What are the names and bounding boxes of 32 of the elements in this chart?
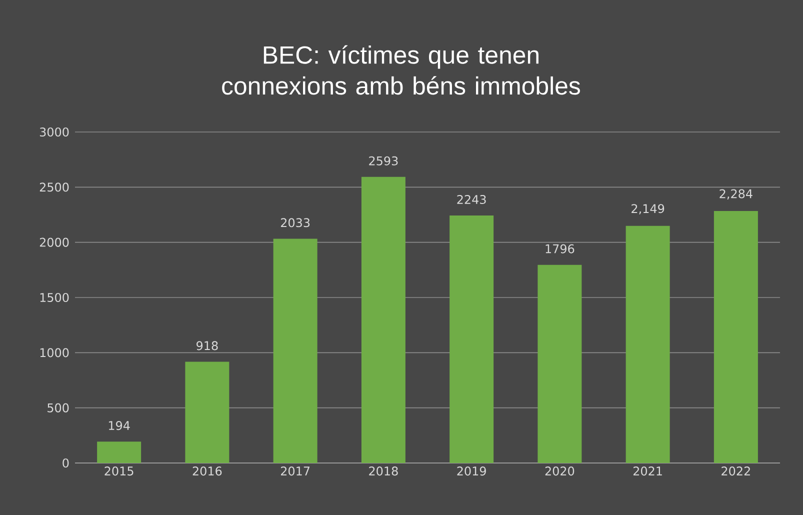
y-tick-label: 1000: [40, 348, 69, 358]
data-label: 918: [196, 341, 218, 350]
bar: [273, 238, 318, 463]
x-tick-label: 2016: [192, 466, 222, 476]
bar: [450, 216, 494, 463]
bar: [97, 442, 142, 463]
data-label: 2,149: [632, 204, 664, 214]
y-tick-label: 2500: [40, 182, 69, 192]
x-tick-label: 2021: [633, 466, 662, 476]
x-tick-label: 2015: [104, 466, 134, 476]
bar: [626, 226, 670, 463]
chart-title: BEC: víctimes que tenen connexions amb béns immobles: [222, 45, 580, 95]
data-label: 2033: [280, 218, 310, 228]
x-tick-label: 2018: [369, 466, 398, 476]
bar: [185, 362, 230, 463]
data-label: 2593: [369, 156, 398, 166]
y-tick-label: 3000: [40, 127, 69, 137]
x-tick-label: 2019: [457, 466, 486, 476]
y-tick-label: 1500: [40, 292, 69, 302]
bar: [361, 176, 406, 463]
data-label: 2,284: [720, 189, 752, 200]
x-tick-label: 2020: [545, 466, 574, 476]
bar: [538, 264, 582, 463]
bar: [714, 210, 758, 463]
x-tick-label: 2022: [722, 466, 750, 476]
data-label: 194: [108, 421, 130, 430]
y-tick-label: 500: [48, 403, 69, 412]
y-tick-label: 0: [62, 458, 69, 468]
y-tick-label: 2000: [40, 238, 69, 247]
data-label: 2243: [457, 194, 486, 204]
x-tick-label: 2017: [280, 466, 310, 476]
data-label: 1796: [546, 244, 574, 254]
